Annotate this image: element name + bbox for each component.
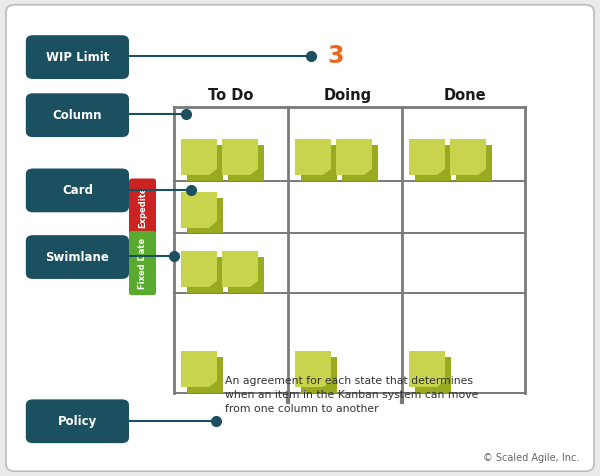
Bar [415, 145, 451, 181]
Polygon shape [209, 169, 217, 175]
Bar [336, 139, 372, 175]
Polygon shape [323, 169, 331, 175]
Polygon shape [209, 221, 217, 228]
Polygon shape [209, 381, 217, 387]
Bar [222, 251, 258, 287]
Bar [228, 145, 264, 181]
Polygon shape [478, 169, 486, 175]
FancyBboxPatch shape [26, 169, 129, 212]
Bar [415, 357, 451, 393]
Bar [301, 357, 337, 393]
Bar [181, 139, 217, 175]
FancyBboxPatch shape [6, 5, 594, 471]
FancyBboxPatch shape [26, 93, 129, 137]
Bar [187, 145, 223, 181]
Polygon shape [250, 169, 258, 175]
Text: Fixed Date: Fixed Date [138, 238, 147, 288]
Text: © Scaled Agile, Inc.: © Scaled Agile, Inc. [482, 453, 579, 463]
Bar [181, 192, 217, 228]
Polygon shape [323, 381, 331, 387]
Text: WIP Limit: WIP Limit [46, 50, 109, 64]
Text: Done: Done [443, 88, 487, 103]
Bar [450, 139, 486, 175]
Bar [222, 139, 258, 175]
Text: 3: 3 [327, 44, 343, 68]
Bar [409, 351, 445, 387]
Text: Doing: Doing [324, 88, 372, 103]
Bar [187, 198, 223, 233]
Text: Column: Column [53, 109, 102, 122]
Text: Expedite: Expedite [138, 186, 147, 228]
Bar [301, 145, 337, 181]
Polygon shape [209, 281, 217, 287]
Text: Card: Card [62, 184, 93, 197]
Bar [181, 351, 217, 387]
Text: Policy: Policy [58, 415, 97, 428]
Polygon shape [250, 281, 258, 287]
Bar [187, 257, 223, 293]
Polygon shape [437, 169, 445, 175]
Polygon shape [437, 381, 445, 387]
Bar [456, 145, 492, 181]
Bar [228, 257, 264, 293]
Bar [342, 145, 378, 181]
FancyBboxPatch shape [26, 399, 129, 443]
Bar [295, 351, 331, 387]
Text: To Do: To Do [208, 88, 254, 103]
Bar [187, 357, 223, 393]
Bar [295, 139, 331, 175]
Text: An agreement for each state that determines
when an item in the Kanban system ca: An agreement for each state that determi… [225, 376, 478, 414]
Bar [409, 139, 445, 175]
FancyBboxPatch shape [26, 235, 129, 279]
FancyBboxPatch shape [26, 35, 129, 79]
Bar [181, 251, 217, 287]
FancyBboxPatch shape [129, 231, 156, 295]
FancyBboxPatch shape [129, 178, 156, 236]
Polygon shape [364, 169, 372, 175]
Text: Swimlane: Swimlane [46, 250, 109, 264]
